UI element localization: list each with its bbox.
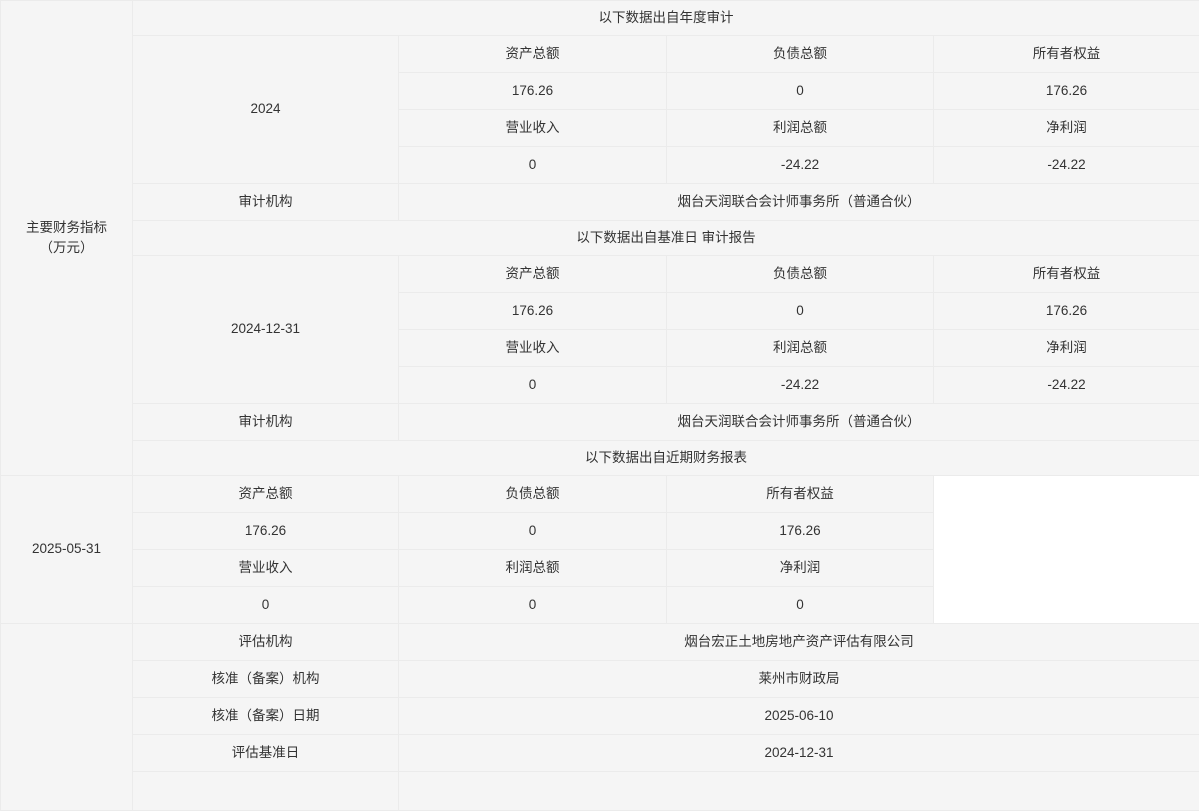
value-total-profit-3: 0 [399,587,667,624]
period-label-2025-05-31: 2025-05-31 [1,476,133,624]
value-audit-org-1: 烟台天润联合会计师事务所（普通合伙） [399,184,1199,221]
table-row-values-3a: 176.26 0 176.26 [1,513,1199,550]
table-row-approval-org: 核准（备案）机构 莱州市财政局 [1,661,1199,698]
table-row-partial-bottom [1,772,1199,811]
period-label-2024-12-31: 2024-12-31 [133,256,399,404]
header-equity-2: 所有者权益 [934,256,1199,293]
banner-base-date-audit: 以下数据出自基准日 审计报告 [133,221,1199,256]
label-appraisal-org: 评估机构 [133,624,399,661]
header-equity-1: 所有者权益 [934,36,1199,73]
period-label-2024: 2024 [133,36,399,184]
value-partial-bottom [399,772,1199,811]
header-equity-3: 所有者权益 [667,476,934,513]
label-audit-org-2: 审计机构 [133,404,399,441]
header-revenue-3: 营业收入 [133,550,399,587]
header-revenue-2: 营业收入 [399,330,667,367]
table-row-header-3a: 2025-05-31 资产总额 负债总额 所有者权益 [1,476,1199,513]
value-net-profit-1: -24.22 [934,147,1199,184]
table-row-audit-org-1: 审计机构 烟台天润联合会计师事务所（普通合伙） [1,184,1199,221]
section-label-main-financial-indicators: 主要财务指标 （万元） [1,1,133,476]
value-liabilities-2: 0 [667,293,934,330]
header-liabilities-1: 负债总额 [667,36,934,73]
value-total-profit-1: -24.22 [667,147,934,184]
header-total-profit-1: 利润总额 [667,110,934,147]
header-net-profit-3: 净利润 [667,550,934,587]
value-total-profit-2: -24.22 [667,367,934,404]
value-revenue-3: 0 [133,587,399,624]
section-label-line2: （万元） [11,238,122,258]
value-approval-date: 2025-06-10 [399,698,1199,735]
value-liabilities-3: 0 [399,513,667,550]
value-appraisal-org: 烟台宏正土地房地产资产评估有限公司 [399,624,1199,661]
label-audit-org-1: 审计机构 [133,184,399,221]
table-row-banner-3: 以下数据出自近期财务报表 [1,441,1199,476]
value-net-profit-2: -24.22 [934,367,1199,404]
value-assets-3: 176.26 [133,513,399,550]
label-approval-org: 核准（备案）机构 [133,661,399,698]
label-approval-date: 核准（备案）日期 [133,698,399,735]
table-row-header-2a: 2024-12-31 资产总额 负债总额 所有者权益 [1,256,1199,293]
table-row-valuation-base-date: 评估基准日 2024-12-31 [1,735,1199,772]
header-assets-2: 资产总额 [399,256,667,293]
header-liabilities-3: 负债总额 [399,476,667,513]
table-row-banner-2: 以下数据出自基准日 审计报告 [1,221,1199,256]
value-liabilities-1: 0 [667,73,934,110]
banner-annual-audit: 以下数据出自年度审计 [133,1,1199,36]
label-partial-bottom [133,772,399,811]
value-assets-2: 176.26 [399,293,667,330]
header-liabilities-2: 负债总额 [667,256,934,293]
table-row-appraisal-org: 评估机构 烟台宏正土地房地产资产评估有限公司 [1,624,1199,661]
value-net-profit-3: 0 [667,587,934,624]
value-equity-2: 176.26 [934,293,1199,330]
header-assets-3: 资产总额 [133,476,399,513]
value-approval-org: 莱州市财政局 [399,661,1199,698]
value-audit-org-2: 烟台天润联合会计师事务所（普通合伙） [399,404,1199,441]
value-equity-1: 176.26 [934,73,1199,110]
table-row-values-3b: 0 0 0 [1,587,1199,624]
appraisal-section-spacer [1,624,133,811]
table-row-header-1a: 2024 资产总额 负债总额 所有者权益 [1,36,1199,73]
value-equity-3: 176.26 [667,513,934,550]
table-row-audit-org-2: 审计机构 烟台天润联合会计师事务所（普通合伙） [1,404,1199,441]
value-assets-1: 176.26 [399,73,667,110]
header-net-profit-2: 净利润 [934,330,1199,367]
table-row-banner-1: 主要财务指标 （万元） 以下数据出自年度审计 [1,1,1199,36]
header-total-profit-3: 利润总额 [399,550,667,587]
value-revenue-2: 0 [399,367,667,404]
label-valuation-base-date: 评估基准日 [133,735,399,772]
value-valuation-base-date: 2024-12-31 [399,735,1199,772]
header-assets-1: 资产总额 [399,36,667,73]
section-label-line1: 主要财务指标 [11,218,122,238]
header-total-profit-2: 利润总额 [667,330,934,367]
header-revenue-1: 营业收入 [399,110,667,147]
header-net-profit-1: 净利润 [934,110,1199,147]
table-row-approval-date: 核准（备案）日期 2025-06-10 [1,698,1199,735]
table-row-header-3b: 营业收入 利润总额 净利润 [1,550,1199,587]
banner-recent-statements: 以下数据出自近期财务报表 [133,441,1199,476]
value-revenue-1: 0 [399,147,667,184]
